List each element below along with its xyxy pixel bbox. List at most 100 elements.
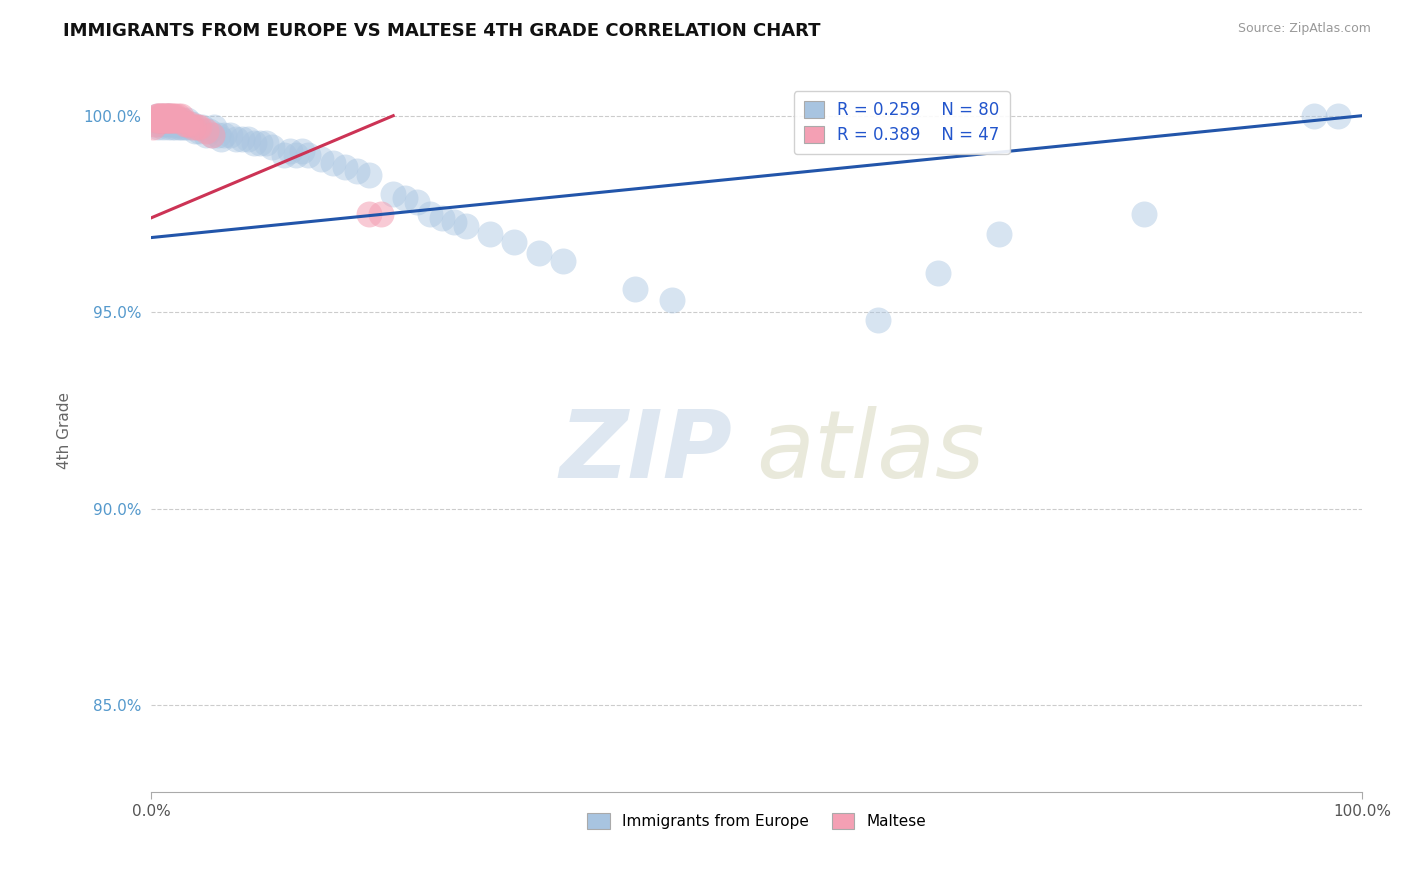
Point — [163, 117, 186, 131]
Point — [156, 109, 179, 123]
Point — [155, 117, 177, 131]
Point — [165, 120, 187, 135]
Point — [149, 112, 172, 127]
Point — [443, 215, 465, 229]
Point — [157, 109, 180, 123]
Point — [167, 112, 190, 127]
Point — [273, 148, 295, 162]
Point — [1133, 207, 1156, 221]
Point — [291, 144, 314, 158]
Point — [198, 124, 221, 138]
Point — [159, 117, 181, 131]
Point — [624, 282, 647, 296]
Point — [202, 120, 225, 135]
Point — [165, 109, 187, 123]
Point — [419, 207, 441, 221]
Point — [181, 117, 204, 131]
Point — [155, 109, 177, 123]
Point — [183, 120, 205, 135]
Point — [382, 187, 405, 202]
Legend: Immigrants from Europe, Maltese: Immigrants from Europe, Maltese — [581, 806, 932, 835]
Point — [153, 112, 176, 127]
Point — [243, 136, 266, 151]
Point — [174, 117, 197, 131]
Point — [145, 112, 167, 127]
Y-axis label: 4th Grade: 4th Grade — [58, 392, 72, 468]
Point — [149, 112, 172, 127]
Point — [186, 120, 208, 135]
Point — [176, 112, 198, 127]
Point — [165, 112, 187, 127]
Point — [165, 117, 187, 131]
Point — [987, 227, 1010, 241]
Point — [309, 152, 332, 166]
Point — [1326, 109, 1348, 123]
Point — [551, 254, 574, 268]
Point — [160, 109, 183, 123]
Point — [209, 132, 232, 146]
Point — [200, 128, 222, 143]
Point — [148, 117, 170, 131]
Point — [1302, 109, 1324, 123]
Point — [527, 246, 550, 260]
Point — [406, 195, 429, 210]
Point — [188, 124, 211, 138]
Point — [200, 128, 222, 143]
Point — [163, 112, 186, 127]
Point — [194, 124, 217, 138]
Point — [262, 140, 284, 154]
Point — [172, 112, 194, 127]
Point — [153, 112, 176, 127]
Point — [207, 128, 229, 143]
Point — [333, 160, 356, 174]
Point — [149, 109, 172, 123]
Point — [179, 120, 201, 135]
Point — [866, 313, 889, 327]
Point — [152, 112, 174, 127]
Point — [170, 120, 193, 135]
Point — [370, 207, 392, 221]
Point — [157, 112, 180, 127]
Text: ZIP: ZIP — [560, 406, 733, 498]
Point — [249, 136, 271, 151]
Point — [152, 120, 174, 135]
Point — [157, 112, 180, 127]
Point — [225, 132, 247, 146]
Point — [322, 156, 344, 170]
Point — [146, 109, 169, 123]
Point — [278, 144, 301, 158]
Point — [394, 191, 416, 205]
Point — [148, 112, 170, 127]
Point — [156, 109, 179, 123]
Point — [166, 112, 188, 127]
Point — [155, 112, 177, 127]
Point — [142, 120, 165, 135]
Point — [156, 109, 179, 123]
Text: IMMIGRANTS FROM EUROPE VS MALTESE 4TH GRADE CORRELATION CHART: IMMIGRANTS FROM EUROPE VS MALTESE 4TH GR… — [63, 22, 821, 40]
Point — [357, 168, 380, 182]
Point — [152, 109, 174, 123]
Point — [186, 120, 208, 135]
Point — [148, 112, 170, 127]
Point — [927, 266, 949, 280]
Point — [218, 128, 240, 143]
Point — [191, 120, 214, 135]
Text: Source: ZipAtlas.com: Source: ZipAtlas.com — [1237, 22, 1371, 36]
Point — [159, 112, 181, 127]
Point — [179, 117, 201, 131]
Point — [176, 117, 198, 131]
Point — [212, 128, 235, 143]
Point — [159, 109, 181, 123]
Point — [166, 109, 188, 123]
Point — [150, 109, 173, 123]
Point — [156, 120, 179, 135]
Point — [156, 112, 179, 127]
Point — [357, 207, 380, 221]
Point — [162, 112, 184, 127]
Point — [157, 109, 180, 123]
Point — [188, 120, 211, 135]
Point — [162, 109, 184, 123]
Point — [148, 109, 170, 123]
Point — [146, 109, 169, 123]
Point — [160, 112, 183, 127]
